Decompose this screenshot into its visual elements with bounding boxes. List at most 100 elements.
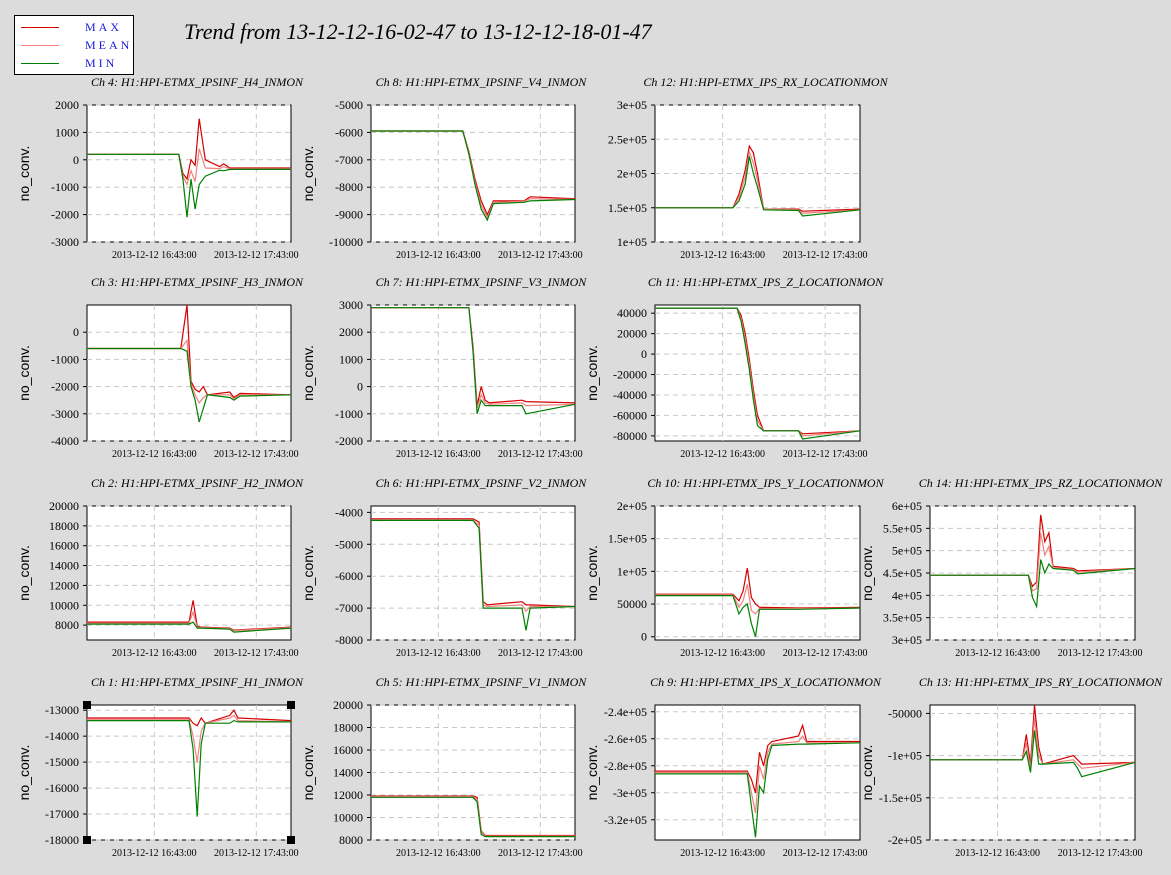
y-tick-label: 40000 bbox=[617, 306, 647, 320]
x-tick-label: 2013-12-12 17:43:00 bbox=[214, 250, 299, 261]
y-tick-label: 2000 bbox=[339, 325, 363, 339]
y-axis-label: no_conv. bbox=[859, 545, 875, 601]
y-tick-label: -2e+05 bbox=[888, 833, 922, 847]
y-axis-label: no_conv. bbox=[16, 345, 32, 401]
y-tick-label: -3e+05 bbox=[613, 786, 647, 800]
series-line-max bbox=[87, 304, 292, 399]
y-tick-label: -2000 bbox=[51, 208, 79, 222]
y-tick-label: -14000 bbox=[45, 729, 79, 743]
chart-title: Ch 4: H1:HPI-ETMX_IPSINF_H4_INMON bbox=[91, 75, 304, 89]
x-tick-label: 2013-12-12 16:43:00 bbox=[680, 848, 765, 859]
chart-title: Ch 13: H1:HPI-ETMX_IPS_RY_LOCATIONMON bbox=[919, 675, 1163, 689]
y-tick-label: -40000 bbox=[613, 388, 647, 402]
y-tick-label: 14000 bbox=[49, 559, 79, 573]
y-tick-label: 50000 bbox=[617, 597, 647, 611]
y-tick-label: 2.5e+05 bbox=[608, 132, 647, 146]
series-line-mean bbox=[930, 532, 1136, 592]
y-tick-label: -8000 bbox=[335, 633, 363, 647]
y-tick-label: -80000 bbox=[613, 429, 647, 443]
y-axis-label: no_conv. bbox=[16, 545, 32, 601]
chart-title: Ch 2: H1:HPI-ETMX_IPSINF_H2_INMON bbox=[91, 476, 304, 490]
x-tick-label: 2013-12-12 16:43:00 bbox=[112, 848, 197, 859]
y-tick-label: 16000 bbox=[49, 539, 79, 553]
x-tick-label: 2013-12-12 17:43:00 bbox=[783, 449, 868, 460]
y-tick-label: 12000 bbox=[333, 788, 363, 802]
y-tick-label: 0 bbox=[641, 347, 647, 361]
y-tick-label: -4000 bbox=[51, 434, 79, 448]
series-line-min bbox=[930, 730, 1136, 778]
chart-ch-2: Ch 2: H1:HPI-ETMX_IPSINF_H2_INMON 20000 18… bbox=[16, 476, 304, 659]
series-line-min bbox=[87, 347, 292, 423]
series-line-min bbox=[655, 307, 861, 440]
y-tick-label: -8000 bbox=[335, 180, 363, 194]
series-line-max bbox=[87, 709, 292, 727]
series-line-min bbox=[371, 796, 575, 838]
chart-ch-12: Ch 12: H1:HPI-ETMX_IPS_RX_LOCATIONMON 3e+… bbox=[608, 75, 889, 261]
plot-area bbox=[86, 704, 292, 841]
y-tick-label: -2.8e+05 bbox=[604, 759, 647, 773]
series-line-min bbox=[87, 621, 292, 633]
chart-title: Ch 14: H1:HPI-ETMX_IPS_RZ_LOCATIONMON bbox=[919, 476, 1164, 490]
chart-title: Ch 11: H1:HPI-ETMX_IPS_Z_LOCATIONMON bbox=[648, 275, 884, 289]
y-tick-label: -16000 bbox=[45, 781, 79, 795]
x-tick-label: 2013-12-12 17:43:00 bbox=[783, 648, 868, 659]
y-tick-label: -17000 bbox=[45, 807, 79, 821]
y-tick-label: -20000 bbox=[613, 368, 647, 382]
x-tick-label: 2013-12-12 17:43:00 bbox=[214, 848, 299, 859]
x-tick-label: 2013-12-12 17:43:00 bbox=[214, 648, 299, 659]
y-axis-label: no_conv. bbox=[300, 745, 316, 801]
x-tick-label: 2013-12-12 16:43:00 bbox=[680, 449, 765, 460]
y-tick-label: -6000 bbox=[335, 125, 363, 139]
y-tick-label: 18000 bbox=[333, 721, 363, 735]
y-tick-label: 1e+05 bbox=[617, 235, 647, 249]
series-line-mean bbox=[655, 584, 861, 615]
chart-ch-1: Ch 1: H1:HPI-ETMX_IPSINF_H1_INMON -13000 -… bbox=[16, 675, 304, 859]
plot-area bbox=[86, 505, 292, 641]
y-tick-label: 18000 bbox=[49, 519, 79, 533]
series-line-max bbox=[930, 704, 1136, 765]
legend-label-max: MAX bbox=[85, 20, 123, 34]
y-tick-label: 4e+05 bbox=[892, 588, 922, 602]
y-tick-label: -9000 bbox=[335, 208, 363, 222]
y-tick-label: 5.5e+05 bbox=[883, 521, 922, 535]
y-tick-label: 10000 bbox=[49, 598, 79, 612]
series-line-min bbox=[655, 594, 861, 637]
y-tick-label: -1000 bbox=[335, 407, 363, 421]
series-line-mean bbox=[655, 734, 860, 814]
y-tick-label: 20000 bbox=[49, 499, 79, 513]
series-line-min bbox=[371, 307, 576, 415]
x-tick-label: 2013-12-12 17:43:00 bbox=[498, 449, 583, 460]
selection-handle bbox=[83, 836, 91, 844]
legend-label-min: MIN bbox=[85, 56, 118, 70]
y-tick-label: 0 bbox=[73, 325, 79, 339]
x-tick-label: 2013-12-12 16:43:00 bbox=[112, 250, 197, 261]
y-tick-label: -6000 bbox=[335, 569, 363, 583]
x-tick-label: 2013-12-12 17:43:00 bbox=[783, 848, 868, 859]
y-axis-label: no_conv. bbox=[300, 146, 316, 202]
y-tick-label: 3e+05 bbox=[892, 633, 922, 647]
y-axis-label: no_conv. bbox=[16, 745, 32, 801]
x-tick-label: 2013-12-12 17:43:00 bbox=[783, 250, 868, 261]
y-tick-label: -1e+05 bbox=[888, 749, 922, 763]
y-axis-label: no_conv. bbox=[584, 545, 600, 601]
chart-title: Ch 1: H1:HPI-ETMX_IPSINF_H1_INMON bbox=[91, 675, 304, 689]
y-tick-label: 2000 bbox=[55, 98, 79, 112]
chart-ch-11: Ch 11: H1:HPI-ETMX_IPS_Z_LOCATIONMON 4000… bbox=[584, 275, 884, 460]
page-title: Trend from 13-12-12-16-02-47 to 13-12-12… bbox=[184, 19, 652, 44]
x-tick-label: 2013-12-12 16:43:00 bbox=[396, 648, 481, 659]
x-tick-label: 2013-12-12 16:43:00 bbox=[112, 648, 197, 659]
chart-title: Ch 8: H1:HPI-ETMX_IPSINF_V4_INMON bbox=[376, 75, 588, 89]
plot-area bbox=[654, 505, 861, 641]
y-tick-label: -15000 bbox=[45, 755, 79, 769]
chart-title: Ch 9: H1:HPI-ETMX_IPS_X_LOCATIONMON bbox=[650, 675, 882, 689]
y-tick-label: 0 bbox=[357, 380, 363, 394]
selection-handle bbox=[83, 701, 91, 709]
y-tick-label: -3.2e+05 bbox=[604, 813, 647, 827]
legend-item-min: MIN bbox=[21, 56, 131, 72]
y-tick-label: -2000 bbox=[51, 380, 79, 394]
chart-title: Ch 7: H1:HPI-ETMX_IPSINF_V3_INMON bbox=[376, 275, 588, 289]
y-tick-label: 20000 bbox=[617, 327, 647, 341]
chart-ch-13: Ch 13: H1:HPI-ETMX_IPS_RY_LOCATIONMON -50… bbox=[859, 675, 1163, 859]
plot-area bbox=[370, 304, 576, 442]
selection-handle bbox=[287, 836, 295, 844]
